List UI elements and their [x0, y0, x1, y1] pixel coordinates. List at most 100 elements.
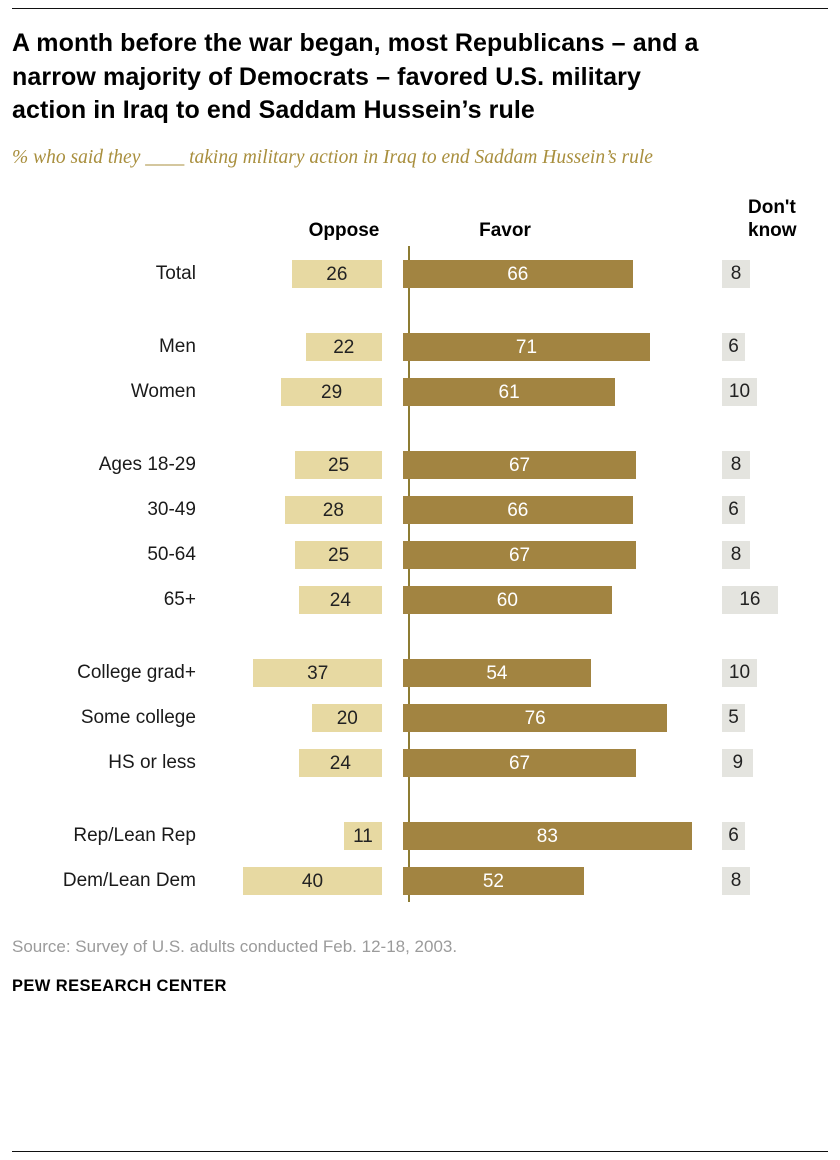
- oppose-value: 22: [333, 336, 355, 358]
- bar-area: 24 60: [210, 586, 701, 615]
- oppose-bar: 11: [343, 822, 383, 851]
- dont-know-box: 8: [722, 451, 750, 480]
- bar-area: 26 66: [210, 260, 701, 289]
- favor-bar: 67: [402, 749, 637, 778]
- dont-know-box: 8: [722, 260, 750, 289]
- oppose-value: 20: [336, 707, 358, 729]
- oppose-bar: 26: [291, 260, 383, 289]
- dont-know-area: 9: [701, 749, 828, 778]
- dont-know-area: 8: [701, 541, 828, 570]
- dont-know-value: 8: [730, 870, 742, 892]
- favor-bar: 76: [402, 704, 668, 733]
- center-axis-line: [408, 246, 410, 903]
- oppose-bar: 22: [305, 333, 383, 362]
- favor-bar: 67: [402, 451, 637, 480]
- favor-value: 54: [486, 662, 508, 684]
- table-row: Rep/Lean Rep 11 83 6: [12, 822, 828, 851]
- table-row: Ages 18-29 25 67 8: [12, 451, 828, 480]
- row-label: Women: [130, 381, 196, 403]
- dont-know-box: 5: [722, 704, 746, 733]
- chart-subtitle: % who said they ____ taking military act…: [12, 146, 653, 168]
- favor-bar: 67: [402, 541, 637, 570]
- dont-know-value: 10: [728, 381, 751, 403]
- oppose-bar: 29: [281, 378, 383, 407]
- row-label: Some college: [80, 707, 196, 729]
- oppose-bar: 24: [298, 586, 383, 615]
- chart-rows: Total 26 66 8 Men 22 71 6: [12, 246, 828, 903]
- dont-know-area: 5: [701, 704, 828, 733]
- favor-bar: 83: [402, 822, 692, 851]
- dont-know-box: 9: [722, 749, 754, 778]
- bar-area: 40 52: [210, 867, 701, 896]
- dont-know-area: 6: [701, 822, 828, 851]
- table-row: Some college 20 76 5: [12, 704, 828, 733]
- dont-know-area: 8: [701, 260, 828, 289]
- table-row: Men 22 71 6: [12, 333, 828, 362]
- favor-value: 71: [515, 336, 538, 358]
- dont-know-value: 6: [728, 336, 739, 358]
- dont-know-box: 6: [722, 496, 746, 525]
- oppose-bar: 40: [242, 867, 383, 896]
- dont-know-area: 16: [701, 586, 828, 615]
- favor-value: 60: [496, 589, 518, 611]
- dont-know-column-header: Don't know: [748, 196, 797, 241]
- row-label: Total: [155, 263, 196, 285]
- favor-column-header: Favor: [479, 220, 531, 242]
- table-row: 65+ 24 60 16: [12, 586, 828, 615]
- dont-know-box: 10: [722, 378, 757, 407]
- row-label: 30-49: [147, 499, 196, 521]
- favor-value: 76: [524, 707, 546, 729]
- bar-area: 11 83: [210, 822, 701, 851]
- oppose-bar: 37: [253, 659, 383, 688]
- oppose-value: 28: [322, 499, 344, 521]
- row-label: Dem/Lean Dem: [62, 870, 196, 892]
- bottom-rule: [12, 1151, 828, 1152]
- bar-area: 29 61: [210, 378, 701, 407]
- favor-bar: 52: [402, 867, 584, 896]
- column-headers: Oppose Favor Don't know: [12, 197, 828, 243]
- oppose-bar: 24: [298, 749, 383, 778]
- source-note: Source: Survey of U.S. adults conducted …: [12, 937, 458, 957]
- table-row: 50-64 25 67 8: [12, 541, 828, 570]
- bar-area: 28 66: [210, 496, 701, 525]
- oppose-bar: 25: [295, 451, 383, 480]
- dont-know-value: 8: [730, 263, 742, 285]
- dont-know-area: 10: [701, 378, 828, 407]
- favor-bar: 60: [402, 586, 612, 615]
- dont-know-area: 8: [701, 451, 828, 480]
- row-label: 65+: [163, 589, 196, 611]
- dont-know-value: 6: [728, 825, 739, 847]
- favor-bar: 61: [402, 378, 616, 407]
- dont-know-value: 9: [732, 752, 744, 774]
- pew-research-center-wordmark: PEW RESEARCH CENTER: [12, 977, 227, 996]
- dont-know-value: 8: [730, 544, 742, 566]
- bar-area: 37 54: [210, 659, 701, 688]
- row-label: Rep/Lean Rep: [73, 825, 196, 847]
- dont-know-value: 10: [728, 662, 751, 684]
- oppose-value: 24: [329, 752, 351, 774]
- table-row: 30-49 28 66 6: [12, 496, 828, 525]
- favor-bar: 66: [402, 496, 633, 525]
- dont-know-box: 10: [722, 659, 757, 688]
- dont-know-box: 8: [722, 867, 750, 896]
- dont-know-area: 8: [701, 867, 828, 896]
- oppose-value: 25: [328, 454, 350, 476]
- oppose-value: 11: [353, 825, 373, 847]
- favor-value: 83: [536, 825, 558, 847]
- oppose-value: 37: [307, 662, 329, 684]
- favor-value: 67: [508, 544, 531, 566]
- oppose-value: 26: [326, 263, 348, 285]
- favor-value: 67: [508, 752, 531, 774]
- dont-know-box: 8: [722, 541, 750, 570]
- oppose-value: 40: [301, 870, 324, 892]
- dont-know-area: 6: [701, 496, 828, 525]
- oppose-value: 29: [321, 381, 343, 403]
- top-rule: [12, 8, 828, 9]
- oppose-bar: 28: [284, 496, 383, 525]
- favor-value: 61: [498, 381, 520, 403]
- dont-know-area: 6: [701, 333, 828, 362]
- header-bar-area: Oppose Favor: [217, 218, 727, 242]
- favor-bar: 66: [402, 260, 633, 289]
- oppose-bar: 20: [312, 704, 383, 733]
- oppose-value: 24: [329, 589, 351, 611]
